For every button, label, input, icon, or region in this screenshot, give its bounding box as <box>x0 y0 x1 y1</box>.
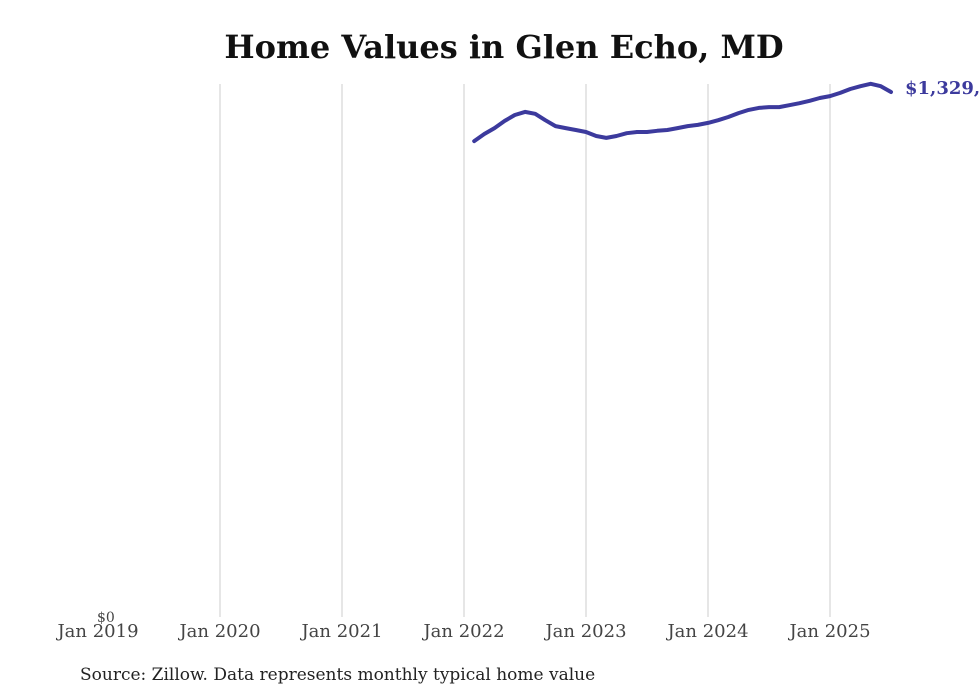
x-tick-label: Jan 2024 <box>667 621 749 642</box>
x-tick-label: Jan 2020 <box>179 621 261 642</box>
source-note: Source: Zillow. Data represents monthly … <box>80 665 596 685</box>
x-tick-label: Jan 2019 <box>57 621 139 642</box>
last-value-label: $1,329,4 <box>905 78 980 99</box>
y-axis-zero-label: $0 <box>97 610 115 626</box>
x-axis: Jan 2019 Jan 2020 Jan 2021 Jan 2022 Jan 2023… <box>0 621 980 647</box>
x-tick-label: Jan 2023 <box>545 621 627 642</box>
chart-title: Home Values in Glen Echo, MD <box>224 28 784 66</box>
home-value-line <box>472 81 893 144</box>
x-tick-label: Jan 2022 <box>423 621 505 642</box>
x-tick-label: Jan 2021 <box>301 621 383 642</box>
x-tick-label: Jan 2025 <box>789 621 871 642</box>
